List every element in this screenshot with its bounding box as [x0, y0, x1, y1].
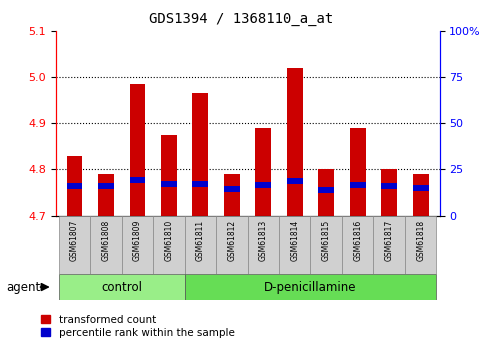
Text: GSM61812: GSM61812	[227, 220, 236, 261]
Bar	[192, 181, 208, 187]
FancyBboxPatch shape	[405, 216, 436, 274]
Bar	[129, 84, 145, 216]
Bar	[256, 182, 271, 188]
Text: GSM61815: GSM61815	[322, 220, 331, 261]
Text: GSM61817: GSM61817	[384, 220, 394, 261]
Text: GSM61811: GSM61811	[196, 220, 205, 261]
FancyBboxPatch shape	[90, 216, 122, 274]
Text: GSM61809: GSM61809	[133, 220, 142, 261]
FancyBboxPatch shape	[311, 216, 342, 274]
Bar	[413, 185, 428, 191]
Text: GSM61813: GSM61813	[259, 220, 268, 261]
FancyBboxPatch shape	[342, 216, 373, 274]
Text: GSM61816: GSM61816	[353, 220, 362, 261]
FancyBboxPatch shape	[185, 216, 216, 274]
Text: GSM61807: GSM61807	[70, 220, 79, 261]
Text: GSM61818: GSM61818	[416, 220, 425, 261]
Bar	[350, 128, 366, 216]
Bar	[413, 174, 428, 216]
Bar	[67, 183, 82, 189]
FancyBboxPatch shape	[122, 216, 153, 274]
Bar	[318, 187, 334, 194]
Bar	[161, 181, 177, 187]
Bar	[381, 169, 397, 216]
Legend: transformed count, percentile rank within the sample: transformed count, percentile rank withi…	[39, 313, 237, 340]
Bar	[287, 68, 303, 216]
Bar	[287, 178, 303, 184]
Bar	[161, 135, 177, 216]
FancyBboxPatch shape	[248, 216, 279, 274]
FancyBboxPatch shape	[153, 216, 185, 274]
Bar	[192, 93, 208, 216]
Bar	[224, 186, 240, 191]
FancyBboxPatch shape	[185, 274, 436, 300]
Text: control: control	[101, 281, 142, 294]
Text: GSM61808: GSM61808	[101, 220, 111, 261]
Bar	[129, 177, 145, 183]
Bar	[98, 183, 114, 189]
FancyBboxPatch shape	[279, 216, 311, 274]
FancyBboxPatch shape	[216, 216, 248, 274]
Text: D-penicillamine: D-penicillamine	[264, 281, 357, 294]
FancyBboxPatch shape	[59, 274, 185, 300]
Bar	[381, 183, 397, 189]
Bar	[350, 182, 366, 188]
Text: GSM61810: GSM61810	[164, 220, 173, 261]
Text: GSM61814: GSM61814	[290, 220, 299, 261]
FancyBboxPatch shape	[59, 216, 90, 274]
Bar	[318, 169, 334, 216]
Bar	[224, 174, 240, 216]
Text: GDS1394 / 1368110_a_at: GDS1394 / 1368110_a_at	[149, 12, 334, 26]
Bar	[98, 174, 114, 216]
Text: agent: agent	[6, 280, 40, 294]
Bar	[256, 128, 271, 216]
Bar	[67, 156, 82, 216]
FancyBboxPatch shape	[373, 216, 405, 274]
